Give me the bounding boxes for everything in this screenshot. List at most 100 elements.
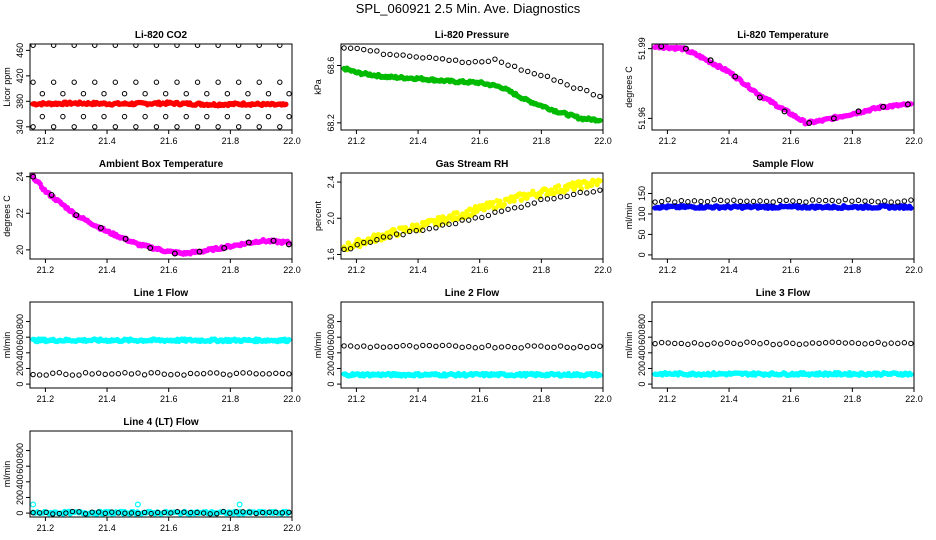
y-tick-label: 50 bbox=[637, 229, 647, 239]
rh_black-point bbox=[551, 195, 557, 202]
y-tick-label: 600 bbox=[15, 330, 25, 345]
co2_480-point bbox=[71, 124, 77, 130]
plot-rh: Gas Stream RH 21.2 21.4 21.6 21.8 22.0 1.6 2.0 2… bbox=[313, 159, 612, 275]
line2_black-point bbox=[557, 343, 564, 349]
co2_480-point bbox=[133, 44, 139, 48]
sample_flow_black-point bbox=[678, 197, 685, 204]
rh_black-point bbox=[479, 214, 485, 221]
line4_black-point bbox=[122, 510, 128, 516]
x-tick-label: 21.2 bbox=[37, 136, 55, 146]
sample_flow_black-point bbox=[829, 197, 835, 204]
sample_flow_black-point bbox=[711, 197, 717, 203]
plot-marks bbox=[30, 336, 292, 378]
rh_black-point bbox=[531, 200, 538, 206]
y-tick-label: 150 bbox=[637, 186, 647, 201]
co2_480-point bbox=[112, 124, 119, 130]
co2_400-point bbox=[39, 113, 46, 120]
y-tick-label: 400 bbox=[15, 345, 25, 360]
y-tick-label: 51.99 bbox=[637, 37, 647, 60]
sample_flow_black-point bbox=[750, 198, 757, 205]
co2_480-point bbox=[256, 79, 262, 85]
line2_cyan-point bbox=[597, 372, 603, 378]
line4_black-point bbox=[56, 510, 63, 517]
line2_black-point bbox=[511, 344, 518, 351]
pressure_black-point bbox=[420, 55, 426, 61]
pressure_black-point bbox=[387, 51, 393, 58]
line2_black-point bbox=[387, 344, 393, 350]
co2_480-point bbox=[215, 44, 221, 48]
pressure_black-point bbox=[485, 58, 492, 65]
line4_black-point bbox=[181, 509, 187, 515]
page-title: SPL_060921 2.5 Min. Ave. Diagnostics bbox=[355, 1, 581, 16]
pressure_black-point bbox=[511, 63, 518, 70]
line4_black-point bbox=[240, 509, 246, 515]
line2_black-point bbox=[433, 343, 439, 349]
line4_spikes-point bbox=[134, 501, 141, 508]
line4_black-point bbox=[161, 509, 167, 516]
rh_black-point bbox=[426, 225, 433, 232]
plot-title: Gas Stream RH bbox=[436, 159, 509, 170]
co2_480-point bbox=[92, 44, 98, 48]
line3_black-point bbox=[777, 341, 783, 347]
co2_480-point bbox=[174, 44, 180, 48]
line2_black-point bbox=[584, 344, 590, 351]
plot-title: Line 3 Flow bbox=[756, 288, 811, 299]
y-tick-label: 0 bbox=[15, 511, 25, 516]
rh-point bbox=[490, 199, 496, 206]
sample_flow_black-point bbox=[757, 198, 763, 204]
x-tick-label: 22.0 bbox=[905, 265, 923, 275]
line1_black-point bbox=[89, 371, 95, 377]
line3_black-point bbox=[704, 341, 711, 348]
plot-frame bbox=[340, 172, 604, 260]
x-tick-label: 21.6 bbox=[160, 265, 178, 275]
sample_flow_black-point bbox=[763, 198, 770, 205]
box_temp_black-point bbox=[285, 241, 292, 248]
plot-marks bbox=[652, 339, 914, 378]
co2_400-point bbox=[101, 113, 107, 120]
sample_flow_black-point bbox=[770, 199, 776, 205]
line2_black-point bbox=[577, 343, 583, 350]
x-tick-label: 21.2 bbox=[37, 265, 55, 275]
pressure_black-point bbox=[505, 62, 511, 68]
pressure_black-point bbox=[466, 59, 472, 66]
co2-point bbox=[283, 101, 289, 108]
y-tick-label: 200 bbox=[15, 490, 25, 505]
pressure_black-point bbox=[590, 92, 597, 98]
line1_black-point bbox=[240, 370, 246, 376]
line4_black-point bbox=[95, 509, 102, 515]
sample_flow_black-point bbox=[868, 198, 875, 204]
pressure_black-point bbox=[400, 52, 406, 58]
co2_400-point bbox=[183, 90, 189, 97]
line3_black-point bbox=[672, 340, 678, 347]
pressure_black-point bbox=[393, 52, 400, 58]
line2_black-point bbox=[420, 342, 426, 349]
y-tick-label: 68.2 bbox=[326, 114, 336, 132]
rh_black-point bbox=[361, 239, 367, 246]
pressure_black-point bbox=[525, 68, 531, 75]
co2_400-point bbox=[101, 90, 107, 97]
y-tick-label: 800 bbox=[15, 314, 25, 329]
x-tick-label: 22.0 bbox=[905, 394, 923, 404]
co2_400-point bbox=[121, 90, 128, 97]
li_temp_black-point bbox=[806, 120, 813, 127]
co2_400-point bbox=[142, 90, 148, 97]
line1_black-point bbox=[279, 370, 286, 377]
x-tick-label: 21.4 bbox=[98, 523, 116, 533]
line4_black-point bbox=[115, 510, 122, 516]
li_temp_black-point bbox=[658, 44, 665, 50]
line3_black-point bbox=[731, 340, 737, 347]
co2_400-point bbox=[224, 90, 231, 97]
co2_480-point bbox=[153, 79, 160, 85]
co2_480-point bbox=[133, 124, 139, 130]
x-tick-label: 21.8 bbox=[533, 265, 551, 275]
co2_480-point bbox=[194, 124, 201, 130]
x-tick-label: 21.6 bbox=[471, 136, 489, 146]
sample_flow_black-point bbox=[862, 198, 868, 204]
x-tick-label: 21.4 bbox=[98, 394, 116, 404]
co2_480-point bbox=[92, 79, 98, 85]
line4_black-point bbox=[43, 509, 49, 516]
x-tick-label: 21.2 bbox=[659, 265, 677, 275]
x-tick-label: 21.4 bbox=[720, 136, 738, 146]
rh_black-point bbox=[564, 193, 570, 200]
